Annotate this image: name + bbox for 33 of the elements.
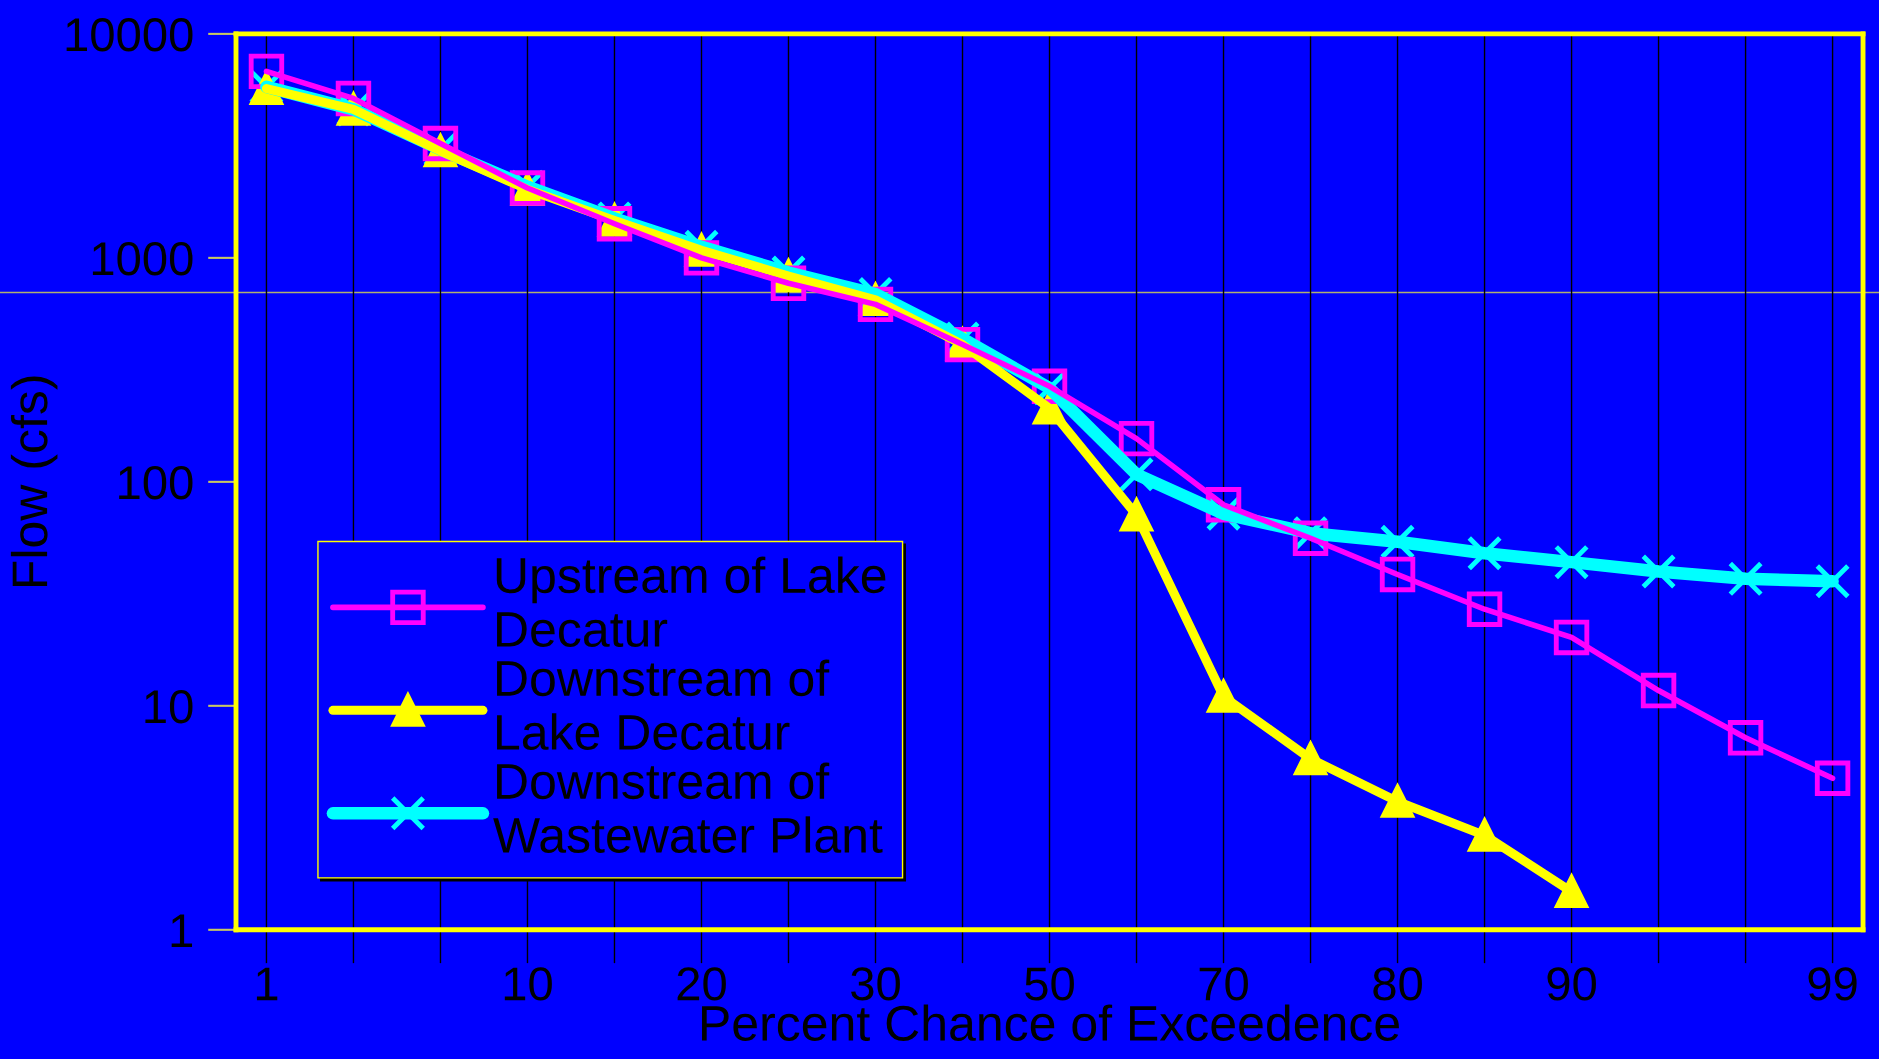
y-tick-label: 100 xyxy=(119,465,193,500)
point xyxy=(1727,720,1764,756)
point xyxy=(1814,760,1851,796)
point xyxy=(1553,544,1590,580)
x-tick-label: 99 xyxy=(1808,967,1857,1001)
point xyxy=(1640,553,1677,590)
point xyxy=(1466,535,1503,571)
y-tick-label: 10000 xyxy=(66,18,193,52)
x-tick-label: 30 xyxy=(851,967,900,1001)
y-tick-label: 10 xyxy=(145,689,193,724)
point xyxy=(1379,524,1416,560)
y-tick-label: 1000 xyxy=(92,242,193,276)
point xyxy=(1466,591,1503,627)
y-axis-title: Flow (cfs) xyxy=(10,376,58,587)
legend-label: Downstream of Lake Decatur xyxy=(497,659,830,751)
point xyxy=(1814,563,1851,599)
x-tick-label: 10 xyxy=(504,967,552,1001)
point xyxy=(1640,672,1677,709)
x-tick-label: 50 xyxy=(1025,967,1074,1001)
legend-label: Downstream of Wastewater Plant xyxy=(493,762,883,854)
point xyxy=(1553,619,1590,656)
x-tick-label: 90 xyxy=(1547,967,1596,1001)
x-tick-label: 20 xyxy=(677,967,726,1001)
x-axis-title: Percent Chance of Exceedence xyxy=(702,1004,1399,1042)
legend-label: Upstream of Lake Decatur xyxy=(496,556,886,648)
x-tick-label: 1 xyxy=(256,967,278,1001)
x-tick-label: 70 xyxy=(1199,967,1248,1001)
x-tick-label: 80 xyxy=(1373,967,1422,1001)
point xyxy=(1379,556,1416,593)
point xyxy=(1118,456,1155,493)
y-tick-label: 1 xyxy=(171,914,193,947)
point xyxy=(1727,561,1764,597)
point xyxy=(1118,420,1155,457)
